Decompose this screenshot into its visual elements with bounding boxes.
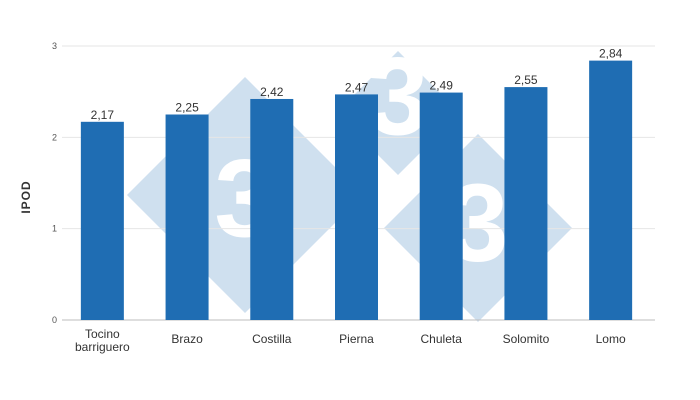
category-label: Brazo (171, 332, 203, 346)
bars (80, 60, 633, 321)
value-label: 2,25 (175, 101, 199, 115)
bar (250, 98, 294, 321)
x-axis-ticks: Tocino barriguero Brazo Costilla Pierna Chule… (75, 327, 626, 354)
value-labels: 2,17 2,25 2,42 2,47 2,49 2,55 2,84 (91, 47, 623, 122)
y-tick-label: 2 (52, 132, 57, 142)
category-label: Tocino barriguero (75, 327, 130, 354)
value-label: 2,47 (345, 80, 369, 94)
y-tick-label: 1 (52, 224, 57, 234)
bar (80, 121, 124, 320)
value-label: 2,84 (599, 47, 623, 61)
bar (335, 94, 378, 320)
bar (165, 114, 209, 320)
bar (589, 60, 633, 320)
category-label: Pierna (339, 332, 374, 346)
bar (419, 92, 463, 320)
y-tick-label: 3 (52, 41, 57, 51)
y-axis-ticks: 0 1 2 3 (52, 41, 57, 325)
value-label: 2,17 (91, 108, 115, 122)
y-tick-label: 0 (52, 315, 57, 325)
value-label: 2,55 (514, 73, 538, 87)
category-label: Costilla (252, 332, 292, 346)
category-label: Chuleta (421, 332, 463, 346)
value-label: 2,49 (430, 79, 454, 93)
y-axis-label: IPOD (19, 180, 33, 213)
category-label: Lomo (596, 332, 626, 346)
bar (504, 87, 548, 320)
value-label: 2,42 (260, 85, 284, 99)
category-label: Solomito (503, 332, 550, 346)
